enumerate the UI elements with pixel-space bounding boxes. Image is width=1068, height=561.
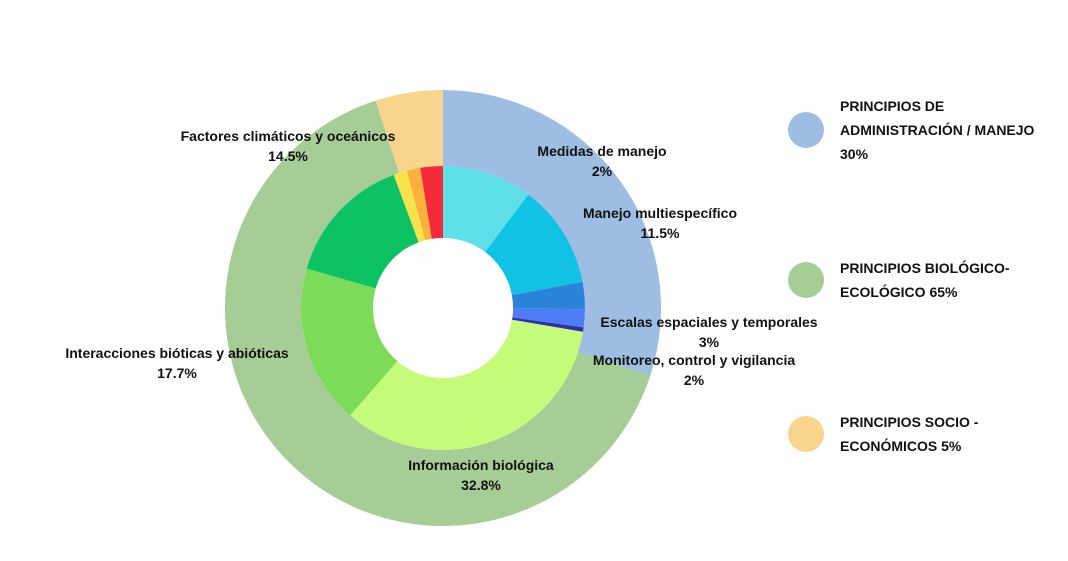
outer-slice-0 bbox=[443, 90, 661, 376]
label-informacion-biologica: Información biológica 32.8% bbox=[408, 455, 553, 495]
label-value: 11.5% bbox=[640, 225, 680, 241]
label-text: Factores climáticos y oceánicos bbox=[180, 128, 396, 144]
inner-slice-5 bbox=[350, 319, 583, 450]
legend-label: PRINCIPIOS DE ADMINISTRACIÓN / MANEJO 30… bbox=[840, 98, 1035, 162]
inner-slice-9 bbox=[406, 167, 432, 241]
legend-swatch bbox=[788, 416, 824, 452]
inner-slice-4 bbox=[512, 317, 584, 332]
label-text: Información biológica bbox=[408, 457, 554, 473]
label-value: 3% bbox=[698, 334, 720, 350]
inner-slice-6 bbox=[301, 268, 398, 416]
inner-slice-10 bbox=[420, 166, 443, 239]
label-value: 17.7% bbox=[157, 365, 197, 381]
donut-hole bbox=[373, 238, 513, 378]
label-text: Monitoreo, control y vigilancia bbox=[592, 352, 796, 368]
outer-slice-2 bbox=[375, 90, 443, 173]
label-factores-climaticos: Factores climáticos y oceánicos 14.5% bbox=[181, 126, 396, 166]
legend-item-administracion: PRINCIPIOS DE ADMINISTRACIÓN / MANEJO 30… bbox=[788, 94, 1040, 166]
label-interacciones: Interacciones bióticas y abióticas 17.7% bbox=[65, 343, 288, 383]
inner-slice-3 bbox=[512, 308, 585, 328]
inner-slice-1 bbox=[485, 194, 583, 296]
inner-ring bbox=[301, 166, 585, 450]
outer-ring bbox=[224, 90, 661, 527]
inner-slice-2 bbox=[511, 281, 585, 310]
label-monitoreo: Monitoreo, control y vigilancia 2% bbox=[593, 350, 795, 390]
label-value: 32.8% bbox=[461, 477, 501, 493]
legend-label: PRINCIPIOS SOCIO - ECONÓMICOS 5% bbox=[840, 414, 979, 454]
label-text: Medidas de manejo bbox=[537, 143, 667, 159]
label-escalas-espaciales: Escalas espaciales y temporales 3% bbox=[600, 312, 817, 352]
inner-slice-8 bbox=[393, 170, 426, 243]
label-value: 14.5% bbox=[268, 148, 308, 164]
inner-slice-7 bbox=[306, 174, 419, 289]
legend-item-socioeconomico: PRINCIPIOS SOCIO - ECONÓMICOS 5% bbox=[788, 410, 1040, 458]
legend-swatch bbox=[788, 112, 824, 148]
legend-swatch bbox=[788, 262, 824, 298]
label-text: Escalas espaciales y temporales bbox=[600, 314, 818, 330]
label-value: 2% bbox=[591, 163, 613, 179]
legend-item-biologico: PRINCIPIOS BIOLÓGICO-ECOLÓGICO 65% bbox=[788, 256, 1040, 304]
inner-slice-0 bbox=[443, 166, 529, 253]
label-value: 2% bbox=[683, 372, 705, 388]
label-medidas-de-manejo: Medidas de manejo 2% bbox=[537, 141, 666, 181]
label-text: Manejo multiespecífico bbox=[582, 205, 738, 221]
legend-label: PRINCIPIOS BIOLÓGICO-ECOLÓGICO 65% bbox=[840, 260, 1010, 300]
label-manejo-multiespecifico: Manejo multiespecífico 11.5% bbox=[583, 203, 737, 243]
label-text: Interacciones bióticas y abióticas bbox=[65, 345, 289, 361]
outer-slice-1 bbox=[224, 100, 651, 527]
